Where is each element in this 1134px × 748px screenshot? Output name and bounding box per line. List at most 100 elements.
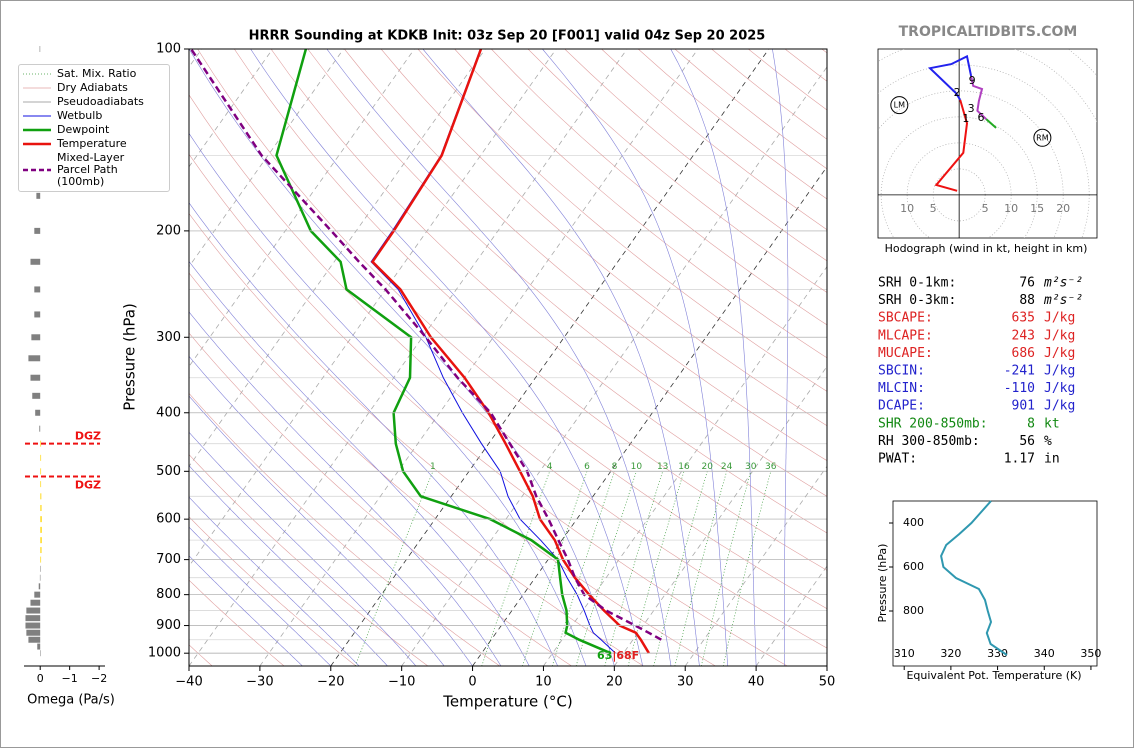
storm-motion-label: LM — [894, 101, 905, 110]
y-tick-label: 200 — [156, 223, 181, 238]
index-value: 8 — [1027, 416, 1035, 431]
hodograph-trace — [934, 99, 969, 192]
dry-adiabat — [189, 454, 429, 666]
x-axis-label: Temperature (°C) — [442, 693, 572, 711]
index-label: MLCIN: — [878, 381, 925, 396]
moist-adiabat — [189, 260, 530, 666]
legend-entry: Temperature — [19, 137, 169, 151]
storm-motion-marker — [890, 96, 909, 115]
legend-label: Wetbulb — [57, 109, 103, 122]
legend: Sat. Mix. Ratio Dry Adiabats Pseudoadiabat… — [18, 64, 170, 192]
mixing-ratio-line — [354, 471, 434, 666]
index-label: SRH 0-1km: — [878, 276, 956, 291]
index-value: 1.17 — [1004, 452, 1035, 467]
mixing-ratio-line — [674, 471, 728, 666]
omega-bar — [40, 650, 41, 657]
omega-bar — [40, 556, 42, 563]
mixing-ratio-label: 36 — [765, 462, 777, 472]
index-unit: kt — [1044, 416, 1060, 431]
sounding-line — [370, 49, 650, 654]
index-unit: m²s⁻² — [1043, 293, 1083, 308]
isotherm — [330, 49, 770, 666]
x-tick-label: −40 — [175, 675, 202, 690]
omega-bar — [30, 599, 41, 606]
omega-bar — [39, 46, 41, 52]
x-tick-label: 40 — [748, 675, 765, 690]
hodograph-tick-label: 10 — [1004, 202, 1018, 215]
hodograph-trace — [927, 54, 973, 101]
index-label: SBCIN: — [878, 364, 925, 379]
moist-adiabat — [189, 132, 587, 666]
omega-bar — [40, 565, 41, 572]
dry-adiabat — [189, 94, 827, 649]
omega-bar — [34, 311, 41, 318]
isotherm — [755, 565, 827, 666]
omega-bar — [40, 481, 42, 488]
moist-adiabat — [189, 49, 615, 666]
legend-entry: Wetbulb — [19, 109, 169, 123]
hodograph-trace — [985, 118, 997, 129]
hodograph-frame — [877, 48, 1098, 239]
legend-entry: Dry Adiabats — [19, 81, 169, 95]
mixing-ratio-label: 30 — [745, 462, 757, 472]
omega-bar — [34, 591, 41, 598]
isotherm — [189, 49, 486, 468]
index-value: -110 — [1004, 381, 1035, 396]
dry-adiabat — [234, 49, 827, 571]
x-tick-label: 30 — [677, 675, 694, 690]
dry-adiabat — [189, 516, 357, 666]
omega-bar — [39, 425, 41, 432]
mixing-ratio-label: 8 — [612, 462, 618, 472]
legend-swatch — [23, 168, 51, 172]
dry-adiabat — [380, 49, 827, 427]
height-label: 6 — [977, 111, 984, 124]
omega-bar — [39, 574, 41, 581]
mixing-ratio-label: 13 — [657, 462, 668, 472]
omega-bar — [38, 583, 41, 590]
dgz-label: DGZ — [75, 479, 101, 492]
plot-frame — [188, 48, 828, 667]
thetae-y-tick-label: 400 — [903, 516, 924, 529]
isotherm — [189, 49, 557, 567]
moist-adiabat — [189, 555, 303, 666]
hodograph-tick-label: 5 — [982, 202, 989, 215]
y-tick-label: 800 — [156, 587, 181, 602]
hodograph-trace — [970, 75, 987, 120]
mixing-ratio-line — [627, 471, 685, 666]
sounding-line — [275, 49, 612, 655]
omega-tick-label: −2 — [91, 672, 107, 685]
mixing-ratio-line — [551, 471, 615, 666]
legend-label: Sat. Mix. Ratio — [57, 67, 137, 80]
isotherm — [259, 49, 699, 666]
x-tick-label: 20 — [606, 675, 623, 690]
omega-bar — [35, 409, 41, 416]
legend-swatch — [23, 87, 51, 89]
mixing-ratio-line — [653, 471, 708, 666]
y-tick-label: 400 — [156, 405, 181, 420]
dry-adiabat — [189, 332, 572, 666]
chart-title: HRRR Sounding at KDKB Init: 03z Sep 20 [… — [249, 29, 766, 44]
index-value: -241 — [1004, 364, 1035, 379]
index-unit: J/kg — [1044, 381, 1075, 396]
legend-label: Dewpoint — [57, 123, 110, 136]
omega-bar — [37, 643, 41, 650]
moist-adiabat — [189, 311, 502, 666]
index-label: MLCAPE: — [878, 328, 933, 343]
index-unit: J/kg — [1044, 311, 1075, 326]
x-tick-label: −20 — [317, 675, 344, 690]
index-label: MUCAPE: — [878, 346, 933, 361]
moist-adiabat — [772, 49, 789, 666]
dry-adiabat — [189, 153, 788, 666]
height-label: 9 — [969, 74, 976, 87]
dry-adiabat — [454, 49, 827, 359]
index-value: 686 — [1012, 346, 1035, 361]
height-label: 1 — [962, 112, 969, 125]
dry-adiabat — [189, 579, 285, 666]
mixing-ratio-line — [722, 471, 772, 666]
legend-swatch — [23, 128, 51, 132]
omega-bar — [40, 537, 42, 544]
x-tick-label: 0 — [468, 675, 476, 690]
index-label: DCAPE: — [878, 399, 925, 414]
